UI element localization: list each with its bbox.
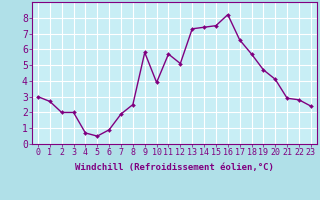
X-axis label: Windchill (Refroidissement éolien,°C): Windchill (Refroidissement éolien,°C): [75, 163, 274, 172]
